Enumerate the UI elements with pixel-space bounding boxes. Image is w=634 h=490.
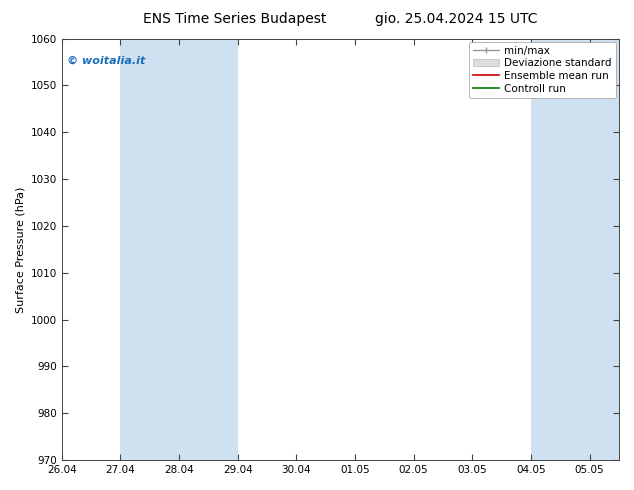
- Bar: [120, 39, 238, 460]
- Bar: [531, 39, 619, 460]
- Legend: min/max, Deviazione standard, Ensemble mean run, Controll run: min/max, Deviazione standard, Ensemble m…: [469, 42, 616, 98]
- Text: ENS Time Series Budapest: ENS Time Series Budapest: [143, 12, 327, 26]
- Y-axis label: Surface Pressure (hPa): Surface Pressure (hPa): [15, 186, 25, 313]
- Text: gio. 25.04.2024 15 UTC: gio. 25.04.2024 15 UTC: [375, 12, 538, 26]
- Text: © woitalia.it: © woitalia.it: [67, 55, 146, 66]
